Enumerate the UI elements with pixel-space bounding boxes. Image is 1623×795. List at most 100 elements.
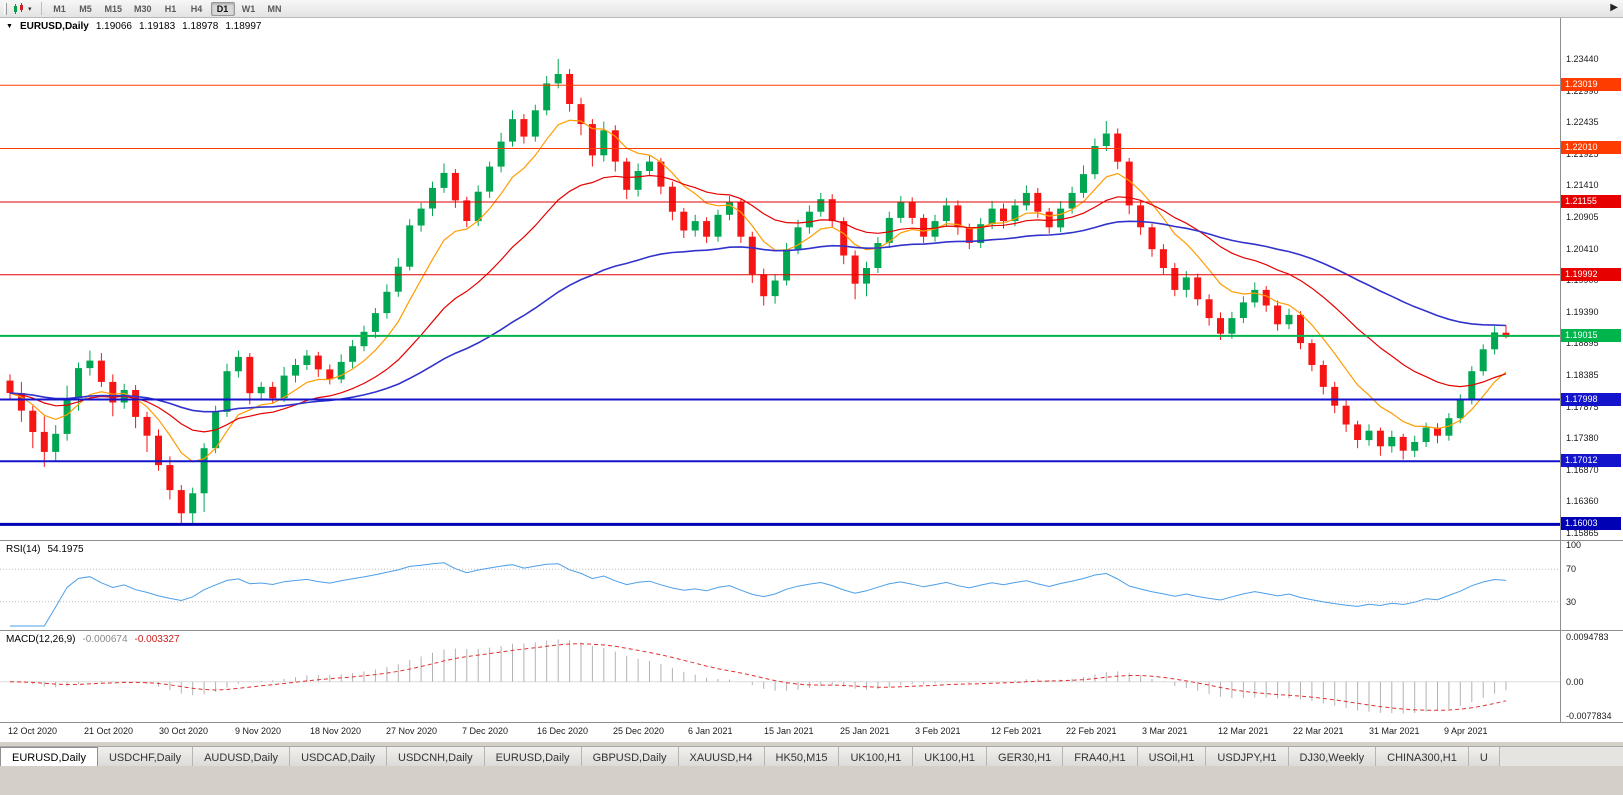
chart-tab[interactable]: HK50,M15 — [764, 747, 840, 766]
chart-tab[interactable]: GBPUSD,Daily — [581, 747, 679, 766]
chart-tab[interactable]: FRA40,H1 — [1063, 747, 1138, 766]
timeframe-button-h1[interactable]: H1 — [164, 3, 177, 14]
candle — [200, 443, 208, 512]
candle — [1182, 271, 1190, 298]
candle — [486, 161, 494, 198]
candle — [292, 358, 299, 383]
candle — [942, 197, 950, 227]
ohlc-close: 1.18997 — [225, 21, 262, 32]
candle — [463, 196, 471, 228]
price-axis-label: 1.23440 — [1566, 54, 1599, 64]
candle — [1319, 360, 1327, 395]
timeframe-button-m1[interactable]: M1 — [53, 3, 66, 14]
macd-pane[interactable] — [0, 631, 1560, 722]
candle — [554, 59, 562, 89]
candle — [394, 258, 402, 297]
date-label: 30 Oct 2020 — [159, 726, 209, 736]
candle — [600, 121, 608, 162]
candle — [269, 381, 277, 404]
toolbar-overflow-icon[interactable]: ▶ — [1610, 2, 1618, 13]
panel-separator[interactable] — [0, 630, 1623, 631]
candle — [1205, 294, 1213, 326]
chart-tab[interactable]: DJ30,Weekly — [1288, 747, 1377, 766]
chart-tab[interactable]: EURUSD,Daily — [484, 747, 582, 766]
candle — [794, 219, 802, 255]
timeframe-button-d1[interactable]: D1 — [210, 1, 235, 16]
candlestick-glyph — [14, 2, 23, 14]
chart-tab[interactable]: UK100,H1 — [913, 747, 988, 766]
candle — [646, 156, 653, 176]
date-label: 6 Jan 2021 — [688, 726, 733, 736]
price-line-tag: 1.19992 — [1561, 268, 1621, 281]
candle — [360, 325, 368, 352]
chart-tab[interactable]: XAUUSD,H4 — [678, 747, 765, 766]
timeframe-button-mn[interactable]: MN — [267, 3, 282, 14]
timeframe-button-w1[interactable]: W1 — [241, 3, 256, 14]
candle — [1102, 120, 1110, 151]
candle — [63, 385, 71, 441]
symbol-caret-icon[interactable]: ▼ — [6, 23, 13, 30]
ohlc-open: 1.19066 — [95, 21, 132, 32]
chart-tab[interactable]: USOil,H1 — [1137, 747, 1207, 766]
price-axis-separator — [1560, 18, 1561, 723]
chart-tab[interactable]: AUDUSD,Daily — [193, 747, 291, 766]
chart-tab[interactable]: GER30,H1 — [987, 747, 1064, 766]
toolbar-grip[interactable] — [4, 2, 7, 15]
date-label: 22 Feb 2021 — [1066, 726, 1117, 736]
macd-value: -0.000674 — [82, 634, 128, 645]
candle — [1399, 433, 1407, 460]
date-label: 18 Nov 2020 — [310, 726, 362, 736]
candle — [474, 185, 482, 227]
chart-tab[interactable]: USDJPY,H1 — [1206, 747, 1289, 766]
candle — [406, 219, 414, 271]
chart-tab[interactable]: USDCAD,Daily — [290, 747, 388, 766]
timeframe-button-h4[interactable]: H4 — [190, 3, 203, 14]
candle — [1262, 286, 1270, 312]
candle — [988, 201, 996, 230]
chart-tab[interactable]: USDCNH,Daily — [387, 747, 485, 766]
timeframe-buttons-group: M1 M5 M15 M30 H1 H4 D1 W1 MN — [47, 1, 288, 16]
price-axis-label: 1.17875 — [1566, 402, 1599, 412]
date-label: 7 Dec 2020 — [462, 726, 509, 736]
price-line-tag: 1.22010 — [1561, 141, 1621, 154]
rsi-value: 54.1975 — [47, 544, 84, 555]
price-line-tag: 1.16003 — [1561, 517, 1621, 530]
candle — [634, 163, 642, 197]
candle — [1308, 339, 1316, 372]
rsi-pane[interactable] — [0, 541, 1560, 630]
chart-tab[interactable]: EURUSD,Daily — [0, 747, 98, 766]
macd-name: MACD(12,26,9) — [6, 634, 76, 645]
candle — [1331, 381, 1339, 414]
timeframe-button-m15[interactable]: M15 — [104, 3, 123, 14]
timeframe-button-m5[interactable]: M5 — [79, 3, 92, 14]
candle — [509, 110, 516, 147]
chart-area[interactable]: ▼ EURUSD,Daily 1.19066 1.19183 1.18978 1… — [0, 18, 1623, 742]
chart-type-caret-icon[interactable]: ▾ — [28, 5, 32, 13]
candle — [1365, 424, 1373, 446]
time-axis[interactable]: 12 Oct 2020 21 Oct 2020 30 Oct 2020 9 Nov 2… — [0, 723, 1623, 742]
candle — [371, 308, 379, 339]
timeframes-toolbar: ▾ M1 M5 M15 M30 H1 H4 D1 W1 MN ▶ — [0, 0, 1623, 18]
candle — [143, 411, 151, 452]
candle — [771, 274, 779, 304]
candle — [737, 198, 745, 243]
price-pane[interactable] — [0, 18, 1560, 540]
candle — [166, 456, 174, 500]
chart-tab[interactable]: CHINA300,H1 — [1376, 747, 1469, 766]
timeframe-button-m30[interactable]: M30 — [134, 3, 152, 14]
candle — [714, 209, 722, 242]
candle — [703, 217, 711, 243]
chart-type-icon[interactable] — [12, 2, 26, 15]
chart-tab[interactable]: USDCHF,Daily — [97, 747, 194, 766]
candle — [337, 354, 345, 384]
panel-separator[interactable] — [0, 540, 1623, 541]
candle — [1445, 413, 1453, 441]
price-axis-label: 1.21925 — [1566, 149, 1599, 159]
candle — [1171, 263, 1179, 297]
candle — [326, 364, 334, 385]
chart-tab[interactable]: UK100,H1 — [839, 747, 914, 766]
chart-tab[interactable]: U — [1468, 747, 1500, 766]
candle — [40, 416, 48, 467]
panel-separator[interactable] — [0, 722, 1623, 723]
